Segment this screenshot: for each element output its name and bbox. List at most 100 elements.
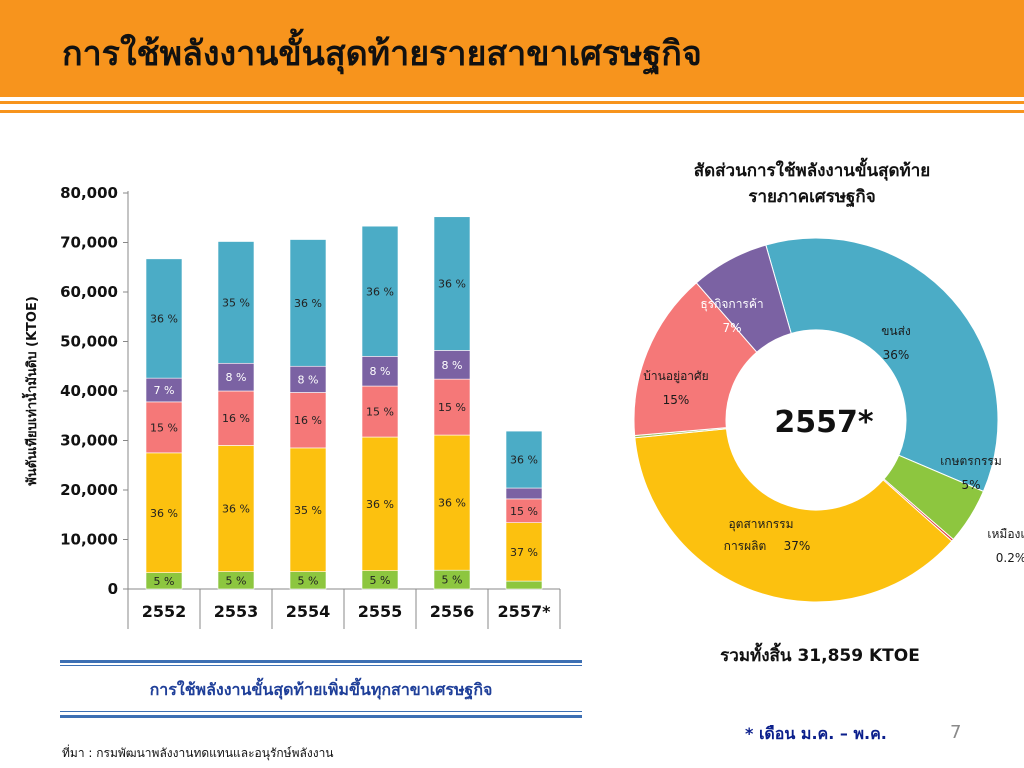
bar-data-label: 8 %	[298, 373, 319, 386]
donut-slice	[634, 428, 953, 603]
bar-data-label: 36 %	[510, 454, 538, 467]
bar-data-label: 5 %	[370, 574, 391, 587]
summary-box: การใช้พลังงานขั้นสุดท้ายเพิ่มขึ้นทุกสาขา…	[60, 660, 582, 718]
x-tick-label: 2552	[142, 602, 187, 621]
donut-slice	[633, 282, 758, 437]
donut-chart: ขนส่ง 36% เกษตรกรรม 5% เหมืองแร่ 0.2% อุตสาหกร…	[633, 237, 1024, 603]
bar-segment	[145, 401, 183, 454]
bar-data-label: 35 %	[294, 504, 322, 517]
y-tick-label: 10,000	[60, 531, 118, 549]
bar-segment	[505, 522, 543, 582]
bar-segment	[361, 356, 399, 387]
bar-data-label: 5 %	[442, 574, 463, 587]
slice-label: การผลิต	[724, 539, 767, 553]
bar-data-label: 7 %	[154, 384, 175, 397]
x-tick-label: 2555	[358, 602, 403, 621]
slice-pct-label: 15%	[663, 393, 690, 407]
bar-data-label: 5 %	[226, 574, 247, 587]
bar-data-label: 36 %	[366, 285, 394, 298]
bar-data-label: 8 %	[442, 359, 463, 372]
slice-label: เกษตรกรรม	[940, 454, 1002, 468]
pie-total-label: รวมทั้งสิ้น 31,859 KTOE	[720, 646, 920, 666]
bar-segment	[433, 434, 471, 571]
y-tick-label: 20,000	[60, 481, 118, 499]
slice-label: ธุรกิจการค้า	[700, 297, 763, 312]
slice-label: อุตสาหกรรม	[728, 517, 793, 532]
y-tick-label: 0	[108, 580, 118, 598]
bar-data-label: 8 %	[370, 365, 391, 378]
bar-segment	[433, 378, 471, 436]
bar-segment	[289, 392, 327, 449]
bar-segment	[505, 580, 543, 590]
bar-segment	[217, 241, 255, 364]
divider	[60, 665, 582, 666]
y-tick-label: 70,000	[60, 234, 118, 252]
slice-pct-label: 7%	[722, 321, 741, 335]
x-tick-label: 2557*	[498, 602, 552, 621]
bar-data-label: 36 %	[150, 507, 178, 520]
bar-data-label: 35 %	[222, 296, 250, 309]
x-tick-label: 2554	[286, 602, 331, 621]
bar-segment	[433, 216, 471, 351]
slice-label: ขนส่ง	[881, 324, 911, 338]
bar-segment	[289, 239, 327, 367]
donut-slice	[695, 244, 792, 353]
divider	[60, 660, 582, 663]
pie-title-line1: สัดส่วนการใช้พลังงานขั้นสุดท้าย	[693, 161, 931, 181]
slide-title: การใช้พลังงานขั้นสุดท้ายรายสาขาเศรษฐกิจ	[62, 34, 702, 74]
bar-data-label: 36 %	[294, 297, 322, 310]
bar-data-label: 36 %	[150, 312, 178, 325]
y-tick-label: 60,000	[60, 283, 118, 301]
y-tick-label: 30,000	[60, 432, 118, 450]
bar-data-label: 8 %	[226, 371, 247, 384]
bar-segment	[505, 487, 543, 500]
divider	[60, 715, 582, 718]
slice-pct-label: 36%	[883, 348, 910, 362]
y-tick-label: 80,000	[60, 184, 118, 202]
bar-data-label: 36 %	[438, 497, 466, 510]
slice-pct-label: 0.2%	[996, 551, 1024, 565]
header-bar	[0, 0, 1024, 97]
stacked-bar-chart: 0 10,000 20,000 30,000 40,000 50,000 60,000 70,…	[21, 184, 561, 629]
header-stripe	[0, 110, 1024, 113]
donut-center-label: 2557*	[774, 405, 873, 440]
bar-segment	[361, 225, 399, 357]
bar-data-label: 5 %	[298, 574, 319, 587]
bar-segment	[217, 390, 255, 446]
header-stripe	[0, 101, 1024, 104]
bar-segment	[505, 430, 543, 489]
bar-segment	[217, 362, 255, 392]
bar-data-label: 36 %	[366, 498, 394, 511]
bar-data-label: 36 %	[222, 503, 250, 516]
summary-text: การใช้พลังงานขั้นสุดท้ายเพิ่มขึ้นทุกสาขา…	[149, 680, 493, 699]
donut-hole	[727, 331, 905, 509]
x-tick-label: 2556	[430, 602, 475, 621]
bar-data-label: 15 %	[150, 421, 178, 434]
y-tick-label: 50,000	[60, 333, 118, 351]
footnote: * เดือน ม.ค. – พ.ค.	[745, 724, 887, 743]
pie-title: สัดส่วนการใช้พลังงานขั้นสุดท้าย รายภาคเศ…	[612, 158, 1012, 210]
bar-data-label: 15 %	[438, 401, 466, 414]
pie-title-line2: รายภาคเศรษฐกิจ	[748, 187, 876, 207]
y-axis-label: พันตันเทียบเท่าน้ำมันดิบ (KTOE)	[21, 296, 40, 486]
slice-label: เหมืองแร่	[987, 527, 1024, 541]
bar-data-label: 5 %	[154, 575, 175, 588]
bar-data-label: 15 %	[366, 406, 394, 419]
source-note: ที่มา : กรมพัฒนาพลังงานทดแทนและอนุรักษ์พ…	[62, 746, 334, 760]
bar-segment	[145, 452, 183, 573]
bar-segment	[289, 447, 327, 572]
bar-data-label: 16 %	[294, 414, 322, 427]
donut-slice	[765, 237, 999, 493]
bar-data-label: 37 %	[510, 546, 538, 559]
divider	[60, 711, 582, 712]
bar-data-label: 16 %	[222, 412, 250, 425]
bar-segment	[145, 258, 183, 379]
page-number: 7	[950, 722, 962, 743]
slice-pct-label: 5%	[961, 478, 980, 492]
y-tick-label: 40,000	[60, 382, 118, 400]
bar-segment	[289, 365, 327, 393]
slice-pct-label: 37%	[784, 539, 811, 553]
x-tick-label: 2553	[214, 602, 259, 621]
bar-data-label: 36 %	[438, 278, 466, 291]
bar-segment	[433, 350, 471, 380]
